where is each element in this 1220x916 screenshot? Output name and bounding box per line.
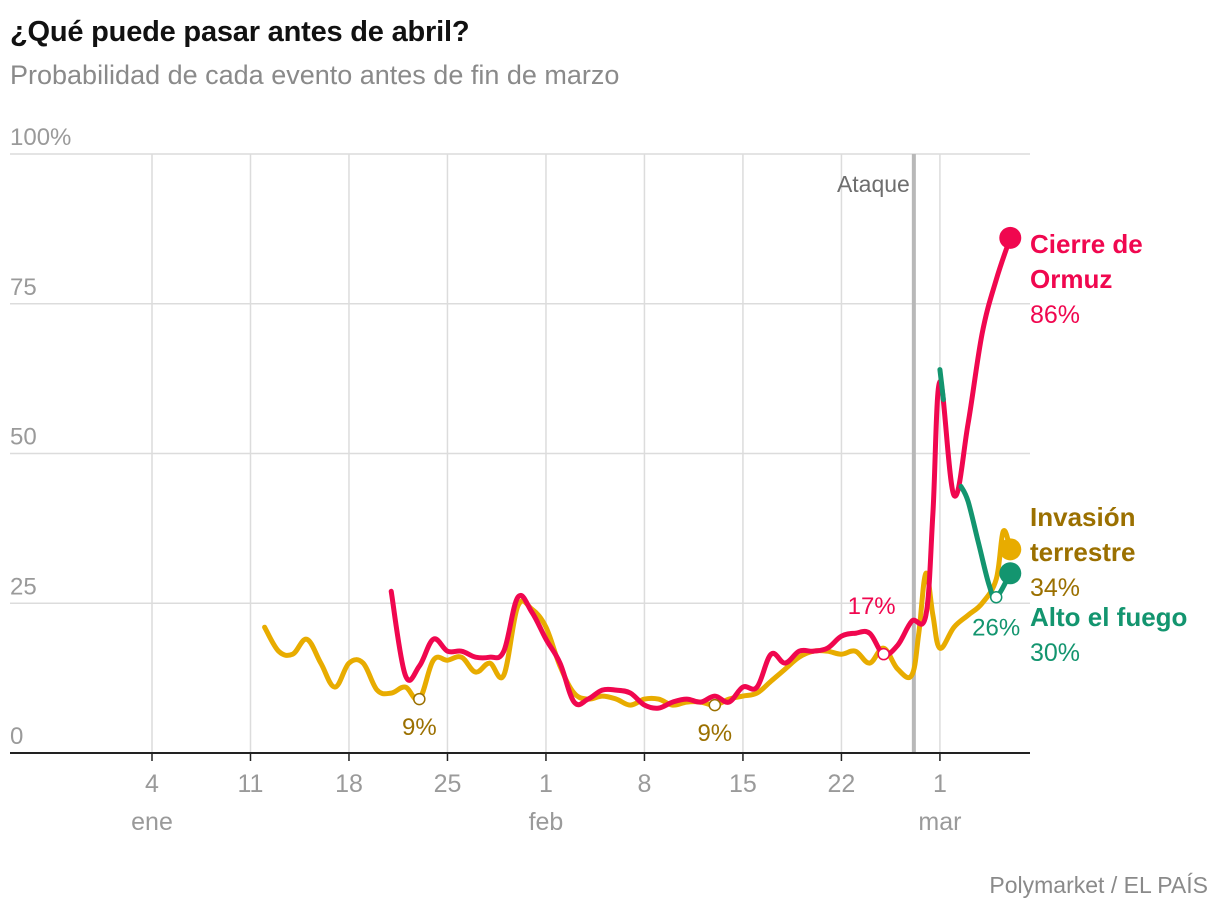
ormuz-series-name: Cierre de [1030, 229, 1143, 259]
event-layer: Ataque [837, 154, 916, 753]
invasion-annotation-marker [708, 698, 722, 712]
y-tick-label: 25 [10, 573, 37, 600]
ormuz-end-value: 86% [1030, 301, 1080, 329]
invasion-annotation-marker [413, 692, 426, 706]
invasion-end-value: 34% [1030, 574, 1080, 602]
series-layer [262, 226, 1022, 711]
x-tick-label: 25 [434, 770, 462, 798]
x-month-label: feb [529, 808, 564, 836]
invasion-annotation-label: 9% [697, 720, 732, 747]
x-tick-label: 15 [729, 770, 757, 798]
x-tick-label: 8 [637, 770, 651, 798]
chart-title: ¿Qué puede pasar antes de abril? [10, 16, 470, 48]
x-tick-label: 18 [335, 770, 363, 798]
alto-end-dot [999, 562, 1022, 585]
invasion-end-dot [999, 538, 1022, 561]
ormuz-end-dot [999, 226, 1022, 249]
y-tick-label: 50 [10, 424, 37, 451]
x-tick-label: 4 [145, 770, 159, 798]
x-tick-label: 22 [828, 770, 856, 798]
invasion-series-name: Invasión [1030, 502, 1135, 532]
ormuz-annotation-label: 17% [848, 593, 896, 620]
y-tick-label: 0 [10, 723, 23, 750]
ormuz-annotation-marker [877, 647, 890, 661]
alto-series-name: Alto el fuego [1030, 602, 1187, 632]
alto-annotation-label: 26% [972, 614, 1020, 641]
invasion-annotation-label: 9% [402, 714, 437, 741]
x-tick-label: 11 [238, 770, 264, 798]
y-tick-label: 75 [10, 274, 37, 301]
chart-subtitle: Probabilidad de cada evento antes de fin… [10, 60, 620, 90]
invasion-series-line [262, 527, 1013, 708]
ormuz-series-line [388, 235, 1013, 711]
invasion-series-name: terrestre [1030, 537, 1136, 567]
grid-layer [10, 153, 1030, 753]
y-tick-label: 100% [10, 124, 71, 151]
x-tick-label: 1 [933, 770, 947, 798]
event-label: Ataque [837, 171, 910, 197]
alto-series-line [937, 367, 946, 403]
labels-layer: 9% 9% 17% 26% Cierre de Ormuz 86% Invasión terre… [402, 229, 1187, 747]
x-month-label: ene [131, 808, 173, 836]
alto-annotation-marker [989, 591, 1003, 604]
alto-end-value: 30% [1030, 639, 1080, 667]
x-month-label: mar [918, 808, 961, 836]
source-credit: Polymarket / EL PAÍS [989, 872, 1208, 898]
axes-layer: 0 25 50 75 100% 4 ene 11 18 25 1 feb 8 15 22 1 mar [10, 124, 1030, 836]
x-tick-label: 1 [539, 770, 553, 798]
ormuz-series-name: Ormuz [1030, 264, 1112, 294]
